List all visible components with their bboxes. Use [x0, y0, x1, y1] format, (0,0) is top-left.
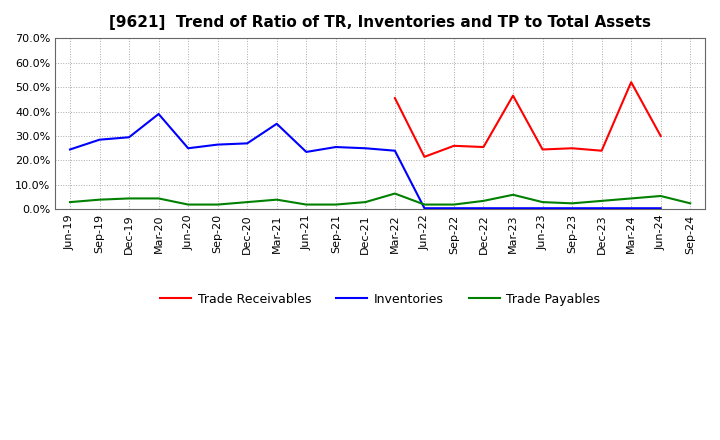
Inventories	[539, 205, 547, 211]
Trade Receivables	[657, 133, 665, 139]
Inventories	[272, 121, 281, 126]
Trade Payables	[539, 199, 547, 205]
Trade Payables	[331, 202, 340, 207]
Trade Payables	[420, 202, 428, 207]
Inventories	[420, 205, 428, 211]
Trade Payables	[154, 196, 163, 201]
Inventories	[509, 205, 518, 211]
Inventories	[95, 137, 104, 142]
Inventories	[66, 147, 74, 152]
Trade Receivables	[420, 154, 428, 159]
Inventories	[480, 205, 488, 211]
Trade Payables	[568, 201, 577, 206]
Inventories	[627, 205, 636, 211]
Inventories	[449, 205, 458, 211]
Inventories	[331, 144, 340, 150]
Trade Payables	[686, 201, 695, 206]
Inventories	[302, 149, 310, 154]
Legend: Trade Receivables, Inventories, Trade Payables: Trade Receivables, Inventories, Trade Pa…	[156, 288, 605, 311]
Inventories	[213, 142, 222, 147]
Trade Payables	[480, 198, 488, 204]
Trade Payables	[598, 198, 606, 204]
Trade Payables	[627, 196, 636, 201]
Trade Receivables	[509, 93, 518, 98]
Trade Payables	[509, 192, 518, 198]
Line: Trade Payables: Trade Payables	[70, 194, 690, 205]
Inventories	[184, 146, 192, 151]
Trade Receivables	[449, 143, 458, 148]
Title: [9621]  Trend of Ratio of TR, Inventories and TP to Total Assets: [9621] Trend of Ratio of TR, Inventories…	[109, 15, 651, 30]
Inventories	[390, 148, 399, 154]
Trade Receivables	[390, 95, 399, 101]
Trade Payables	[302, 202, 310, 207]
Trade Payables	[449, 202, 458, 207]
Trade Receivables	[627, 80, 636, 85]
Trade Payables	[390, 191, 399, 196]
Trade Payables	[213, 202, 222, 207]
Trade Receivables	[539, 147, 547, 152]
Line: Trade Receivables: Trade Receivables	[395, 82, 661, 157]
Inventories	[598, 205, 606, 211]
Inventories	[125, 135, 133, 140]
Trade Payables	[657, 193, 665, 198]
Trade Receivables	[568, 146, 577, 151]
Inventories	[568, 205, 577, 211]
Trade Payables	[361, 199, 369, 205]
Trade Payables	[184, 202, 192, 207]
Trade Payables	[125, 196, 133, 201]
Line: Inventories: Inventories	[70, 114, 661, 208]
Inventories	[657, 205, 665, 211]
Trade Payables	[272, 197, 281, 202]
Trade Receivables	[598, 148, 606, 154]
Inventories	[243, 141, 251, 146]
Trade Payables	[95, 197, 104, 202]
Trade Payables	[243, 199, 251, 205]
Inventories	[361, 146, 369, 151]
Inventories	[154, 111, 163, 117]
Trade Payables	[66, 199, 74, 205]
Trade Receivables	[480, 144, 488, 150]
